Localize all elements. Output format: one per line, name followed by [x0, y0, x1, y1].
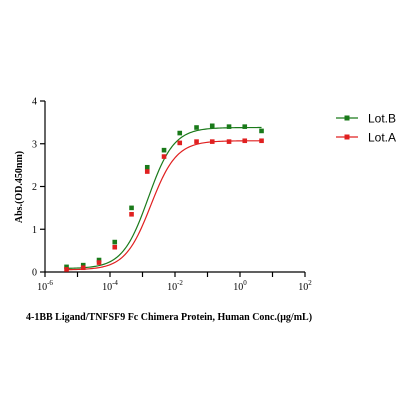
- data-point: [209, 139, 215, 144]
- y-axis-title: Abs.(OD.450nm): [14, 151, 25, 223]
- x-tick-label: 100: [233, 279, 247, 293]
- axes: [44, 101, 305, 273]
- data-point: [194, 139, 199, 144]
- data-point: [144, 169, 150, 174]
- legend: Lot.B Lot.A: [336, 112, 396, 145]
- x-axis-ticks: 10-6 10-4 10-2 100 102: [37, 272, 312, 293]
- data-point: [226, 139, 232, 144]
- data-point: [177, 140, 183, 146]
- data-point: [64, 267, 69, 272]
- data-point: [96, 257, 102, 263]
- data-point: [64, 264, 69, 270]
- y-tick-label: 2: [32, 182, 37, 193]
- data-points: [64, 123, 264, 272]
- x-tick-label: 10-6: [37, 279, 53, 293]
- data-point: [161, 154, 167, 159]
- data-point: [242, 138, 248, 144]
- data-point: [259, 138, 264, 144]
- data-point: [144, 164, 150, 170]
- data-point: [112, 239, 118, 245]
- x-tick-label: 10-4: [102, 279, 118, 293]
- data-point: [242, 124, 248, 129]
- data-point: [80, 265, 86, 271]
- data-point: [80, 262, 86, 268]
- data-point: [209, 123, 215, 129]
- data-point: [259, 128, 264, 134]
- data-point: [129, 211, 134, 217]
- y-tick-label: 3: [32, 139, 37, 150]
- data-point: [161, 147, 167, 153]
- data-point: [194, 125, 199, 130]
- y-tick-label: 1: [32, 225, 37, 236]
- y-axis-ticks: 0 1 2 3 4: [32, 97, 45, 279]
- data-point: [226, 124, 232, 129]
- x-axis-title: 4-1BB Ligand/TNFSF9 Fc Chimera Protein, …: [26, 312, 312, 323]
- y-tick-label: 4: [32, 97, 37, 108]
- data-point: [129, 205, 134, 211]
- legend-label: Lot.B: [368, 112, 396, 126]
- x-tick-label: 102: [298, 279, 312, 293]
- x-tick-label: 10-2: [167, 279, 183, 293]
- legend-marker: [344, 115, 350, 121]
- legend-marker: [344, 134, 350, 140]
- y-tick-label: 0: [32, 268, 37, 279]
- data-point: [177, 130, 183, 136]
- data-point: [112, 244, 118, 250]
- data-point: [96, 260, 102, 265]
- legend-label: Lot.A: [368, 131, 396, 145]
